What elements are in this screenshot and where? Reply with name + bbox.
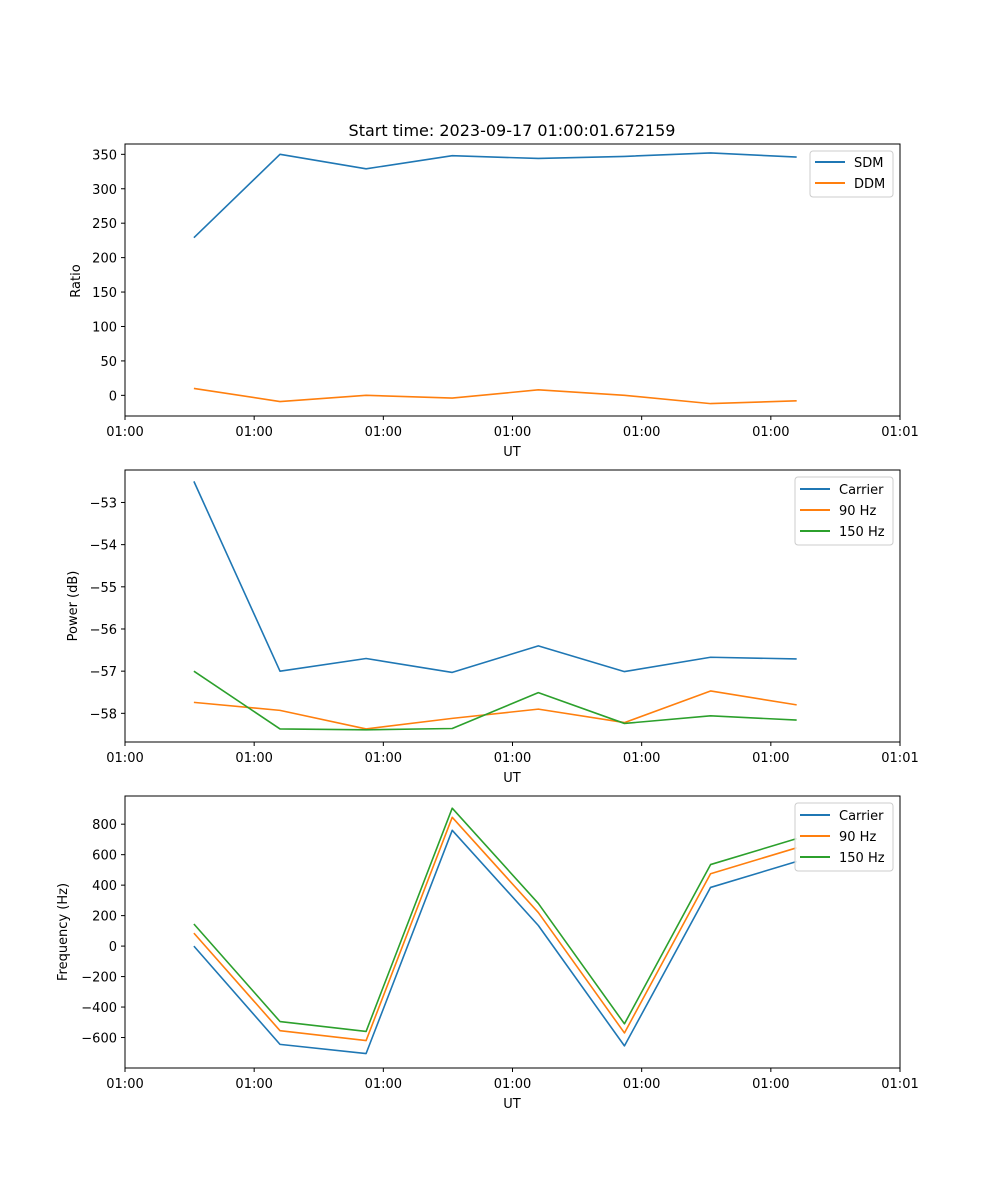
x-tick-label: 01:00 (494, 1077, 531, 1092)
y-tick-label: 800 (92, 818, 117, 833)
y-tick-label: 300 (92, 183, 117, 198)
legend-label-sdm: SDM (854, 156, 883, 171)
x-axis-label: UT (503, 1097, 521, 1112)
x-tick-label: 01:00 (235, 425, 272, 440)
y-tick-label: 150 (92, 286, 117, 301)
ratio-panel: Start time: 2023-09-17 01:00:01.672159 U… (69, 121, 919, 460)
y-tick-label: 250 (92, 217, 117, 232)
series-line-sdm (193, 152, 797, 239)
y-tick-label: 50 (100, 355, 117, 370)
legend-box (794, 802, 894, 872)
y-tick-label: −400 (81, 1001, 117, 1016)
x-tick-label: 01:01 (881, 425, 918, 440)
axis-ticks: 01:00 01:00 01:00 01:00 01:00 01:00 01:01 0 50 10… (92, 148, 919, 440)
x-tick-label: 01:00 (752, 751, 789, 766)
y-tick-label: 200 (92, 910, 117, 925)
y-axis-label: Frequency (Hz) (56, 883, 71, 981)
y-tick-label: −200 (81, 971, 117, 986)
axis-ticks: 01:00 01:00 01:00 01:00 01:00 01:00 01:01 −600 −… (81, 818, 918, 1092)
x-tick-label: 01:00 (365, 425, 402, 440)
x-tick-label: 01:01 (881, 1077, 918, 1092)
y-tick-label: −57 (90, 665, 117, 680)
plot-frame (124, 469, 901, 743)
x-tick-label: 01:00 (365, 1077, 402, 1092)
series-line-ddm (193, 387, 797, 405)
series-line-carrier (193, 829, 797, 1055)
x-tick-label: 01:00 (365, 751, 402, 766)
y-tick-label: 0 (109, 940, 117, 955)
series-lines (193, 481, 797, 731)
x-axis-label: UT (503, 445, 521, 460)
y-tick-label: 200 (92, 252, 117, 267)
legend: SDM DDM (809, 150, 894, 198)
x-tick-label: 01:00 (106, 751, 143, 766)
y-tick-label: −600 (81, 1032, 117, 1047)
legend-box (794, 476, 894, 546)
x-tick-label: 01:00 (494, 751, 531, 766)
x-axis-label: UT (503, 771, 521, 786)
x-tick-label: 01:00 (235, 751, 272, 766)
y-tick-label: 400 (92, 879, 117, 894)
legend: Carrier 90 Hz 150 Hz (794, 802, 894, 872)
legend-label-90hz: 90 Hz (839, 830, 876, 845)
legend-label-ddm: DDM (854, 177, 885, 192)
x-tick-label: 01:00 (752, 1077, 789, 1092)
plot-frame (124, 143, 901, 417)
y-tick-label: 0 (109, 389, 117, 404)
y-tick-label: −55 (90, 581, 117, 596)
x-tick-label: 01:00 (235, 1077, 272, 1092)
y-axis-label: Ratio (69, 264, 84, 297)
y-tick-label: 100 (92, 320, 117, 335)
legend-label-carrier: Carrier (839, 483, 884, 498)
y-tick-label: 600 (92, 849, 117, 864)
x-tick-label: 01:00 (623, 751, 660, 766)
series-line-150hz (193, 670, 797, 731)
series-line-carrier (193, 481, 797, 674)
y-tick-label: −58 (90, 707, 117, 722)
chart-title: Start time: 2023-09-17 01:00:01.672159 (349, 121, 676, 140)
x-tick-label: 01:00 (106, 425, 143, 440)
legend-label-150hz: 150 Hz (839, 851, 885, 866)
y-tick-label: −56 (90, 623, 117, 638)
x-tick-label: 01:00 (106, 1077, 143, 1092)
series-line-90hz (193, 690, 797, 730)
legend-label-carrier: Carrier (839, 809, 884, 824)
x-tick-label: 01:00 (623, 425, 660, 440)
series-line-150hz (193, 807, 797, 1033)
axis-ticks: 01:00 01:00 01:00 01:00 01:00 01:00 01:01 −58 −5… (90, 496, 919, 766)
legend-label-90hz: 90 Hz (839, 504, 876, 519)
x-tick-label: 01:00 (494, 425, 531, 440)
legend: Carrier 90 Hz 150 Hz (794, 476, 894, 546)
x-tick-label: 01:00 (752, 425, 789, 440)
series-lines (193, 152, 797, 405)
x-tick-label: 01:00 (623, 1077, 660, 1092)
series-lines (193, 807, 797, 1055)
power-panel: UT Power (dB) 01:00 01:00 01:00 01:00 01:00 0… (66, 469, 919, 786)
x-tick-label: 01:01 (881, 751, 918, 766)
y-tick-label: −53 (90, 496, 117, 511)
legend-label-150hz: 150 Hz (839, 525, 885, 540)
series-line-90hz (193, 816, 797, 1042)
y-axis-label: Power (dB) (66, 571, 81, 642)
y-tick-label: 350 (92, 148, 117, 163)
frequency-panel: UT Frequency (Hz) 01:00 01:00 01:00 01:00 01… (56, 795, 919, 1112)
y-tick-label: −54 (90, 539, 117, 554)
plot-frame (124, 795, 901, 1069)
